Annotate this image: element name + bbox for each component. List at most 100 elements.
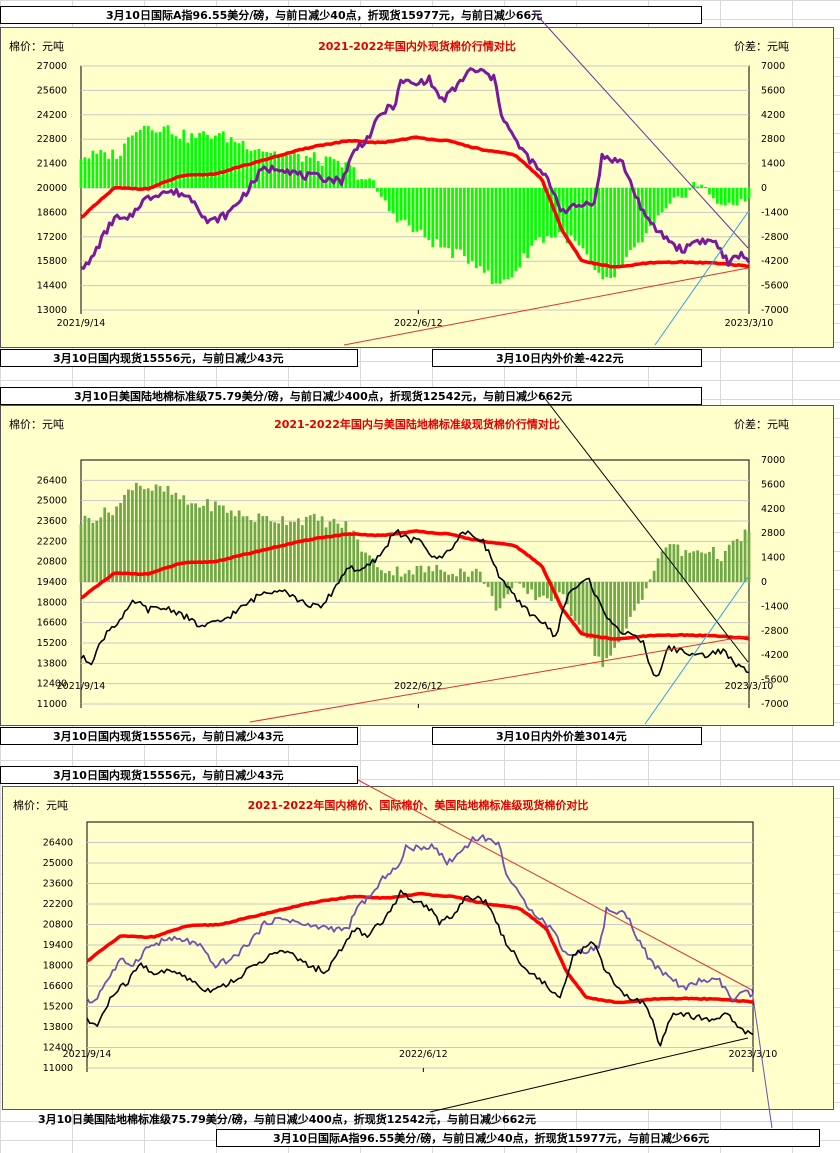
diff-bar [617,582,620,643]
diff-bar [581,188,585,249]
diff-bar [629,188,632,251]
diff-bar [704,553,707,582]
diff-bar [245,516,249,582]
diff-bar [668,188,672,204]
y-tick-label: 15200 [37,638,67,649]
y-tick-label: 22200 [43,899,73,910]
diff-bar [257,148,261,188]
left-axis-unit: 棉价：元吨 [13,799,68,812]
caption-p1-domestic: 3月10日国内现货15556元，与前日减少43元 [0,349,358,367]
diff-bar [387,571,391,582]
y2-tick-label: -5600 [761,675,789,686]
diff-bar [332,159,336,188]
diff-bar [435,564,439,582]
diff-bar [332,518,336,582]
diff-bar [498,188,502,284]
diff-bar [217,133,221,188]
diff-bar [482,582,486,584]
diff-bar [372,180,375,188]
diff-bar [676,188,680,197]
diff-bar [589,582,593,639]
diff-bar [569,188,573,236]
diff-bar [328,521,332,582]
diff-bar [557,582,561,593]
diff-bar [407,570,411,582]
diff-bar [91,522,95,582]
diff-bar [621,188,624,266]
diff-bar [708,551,711,582]
diff-bar [522,582,526,588]
diff-bar [269,521,273,582]
diff-bar [142,489,146,582]
diff-bar [190,133,194,188]
chart-plot: 11000 12400 13800 15200 16600 18000 19400 20800… [37,455,789,710]
diff-bar [308,515,312,582]
diff-bar [186,142,190,188]
y-tick-label: 25600 [37,85,67,96]
diff-bar [640,582,644,600]
diff-bar [538,582,541,598]
diff-bar [431,571,435,582]
diff-bar [111,515,114,582]
chart-panel-three-way: 2021-2022年国内棉价、国际棉价、美国陆地棉标准级现货棉价对比 棉价：元吨… [2,786,834,1110]
diff-bar [490,582,494,596]
diff-bar [352,530,356,582]
diff-bar [597,188,601,273]
diff-bar [688,188,692,190]
diff-bar [716,188,719,204]
diff-bar [514,582,518,583]
diff-bar [87,158,91,188]
diff-bar [134,482,138,582]
diff-bar [352,167,356,188]
diff-bar [336,160,340,188]
diff-bar [534,188,537,241]
y2-tick-label: 4200 [761,504,785,515]
diff-bar [502,582,506,599]
diff-bar [723,188,727,206]
x-tick-label: 2022/6/12 [394,318,443,329]
diff-bar [470,188,474,261]
y2-tick-label: -4200 [761,650,789,661]
diff-bar [676,544,680,582]
diff-bar [621,582,624,634]
y2-tick-label: -7000 [761,699,789,710]
diff-bar [229,510,233,582]
diff-bar [146,488,150,582]
diff-bar [127,137,130,188]
diff-bar [668,544,672,582]
diff-bar [364,179,367,188]
diff-bar [708,188,711,195]
chart-panel-domestic-vs-us: 2021-2022年国内与美国陆地棉标准级现货棉价行情对比 棉价：元吨 价差：元… [0,405,834,726]
diff-bar [652,188,656,224]
y-tick-label: 22200 [37,536,67,547]
y-tick-label: 19400 [37,577,67,588]
x-tick-label: 2023/3/10 [725,318,774,329]
diff-bar [447,188,450,249]
diff-bar [186,504,190,582]
diff-bar [403,188,407,220]
caption-p3-domestic: 3月10日国内现货15556元，与前日减少43元 [0,766,358,784]
y2-tick-label: 2800 [761,528,785,539]
y-tick-label: 20800 [43,920,73,931]
diff-bar [652,570,656,582]
diff-bar [166,485,170,582]
diff-bar [403,573,407,582]
diff-bar [530,582,533,590]
x-tick-label: 2022/6/12 [399,1049,448,1060]
y-tick-label: 23600 [37,516,67,527]
diff-bar [573,188,577,241]
y-tick-label: 18000 [43,961,73,972]
y-tick-label: 13800 [43,1022,73,1033]
diff-bar [498,582,502,609]
diff-bar [320,516,324,582]
y-tick-label: 21400 [37,159,67,170]
diff-bar [423,188,427,238]
diff-bar [91,150,95,188]
diff-bar [119,502,122,582]
diff-bar [660,551,664,582]
diff-bar [439,569,443,582]
y-tick-label: 23600 [43,879,73,890]
y-tick-label: 11000 [37,699,67,710]
diff-bar [387,188,391,212]
diff-bar [289,521,292,582]
